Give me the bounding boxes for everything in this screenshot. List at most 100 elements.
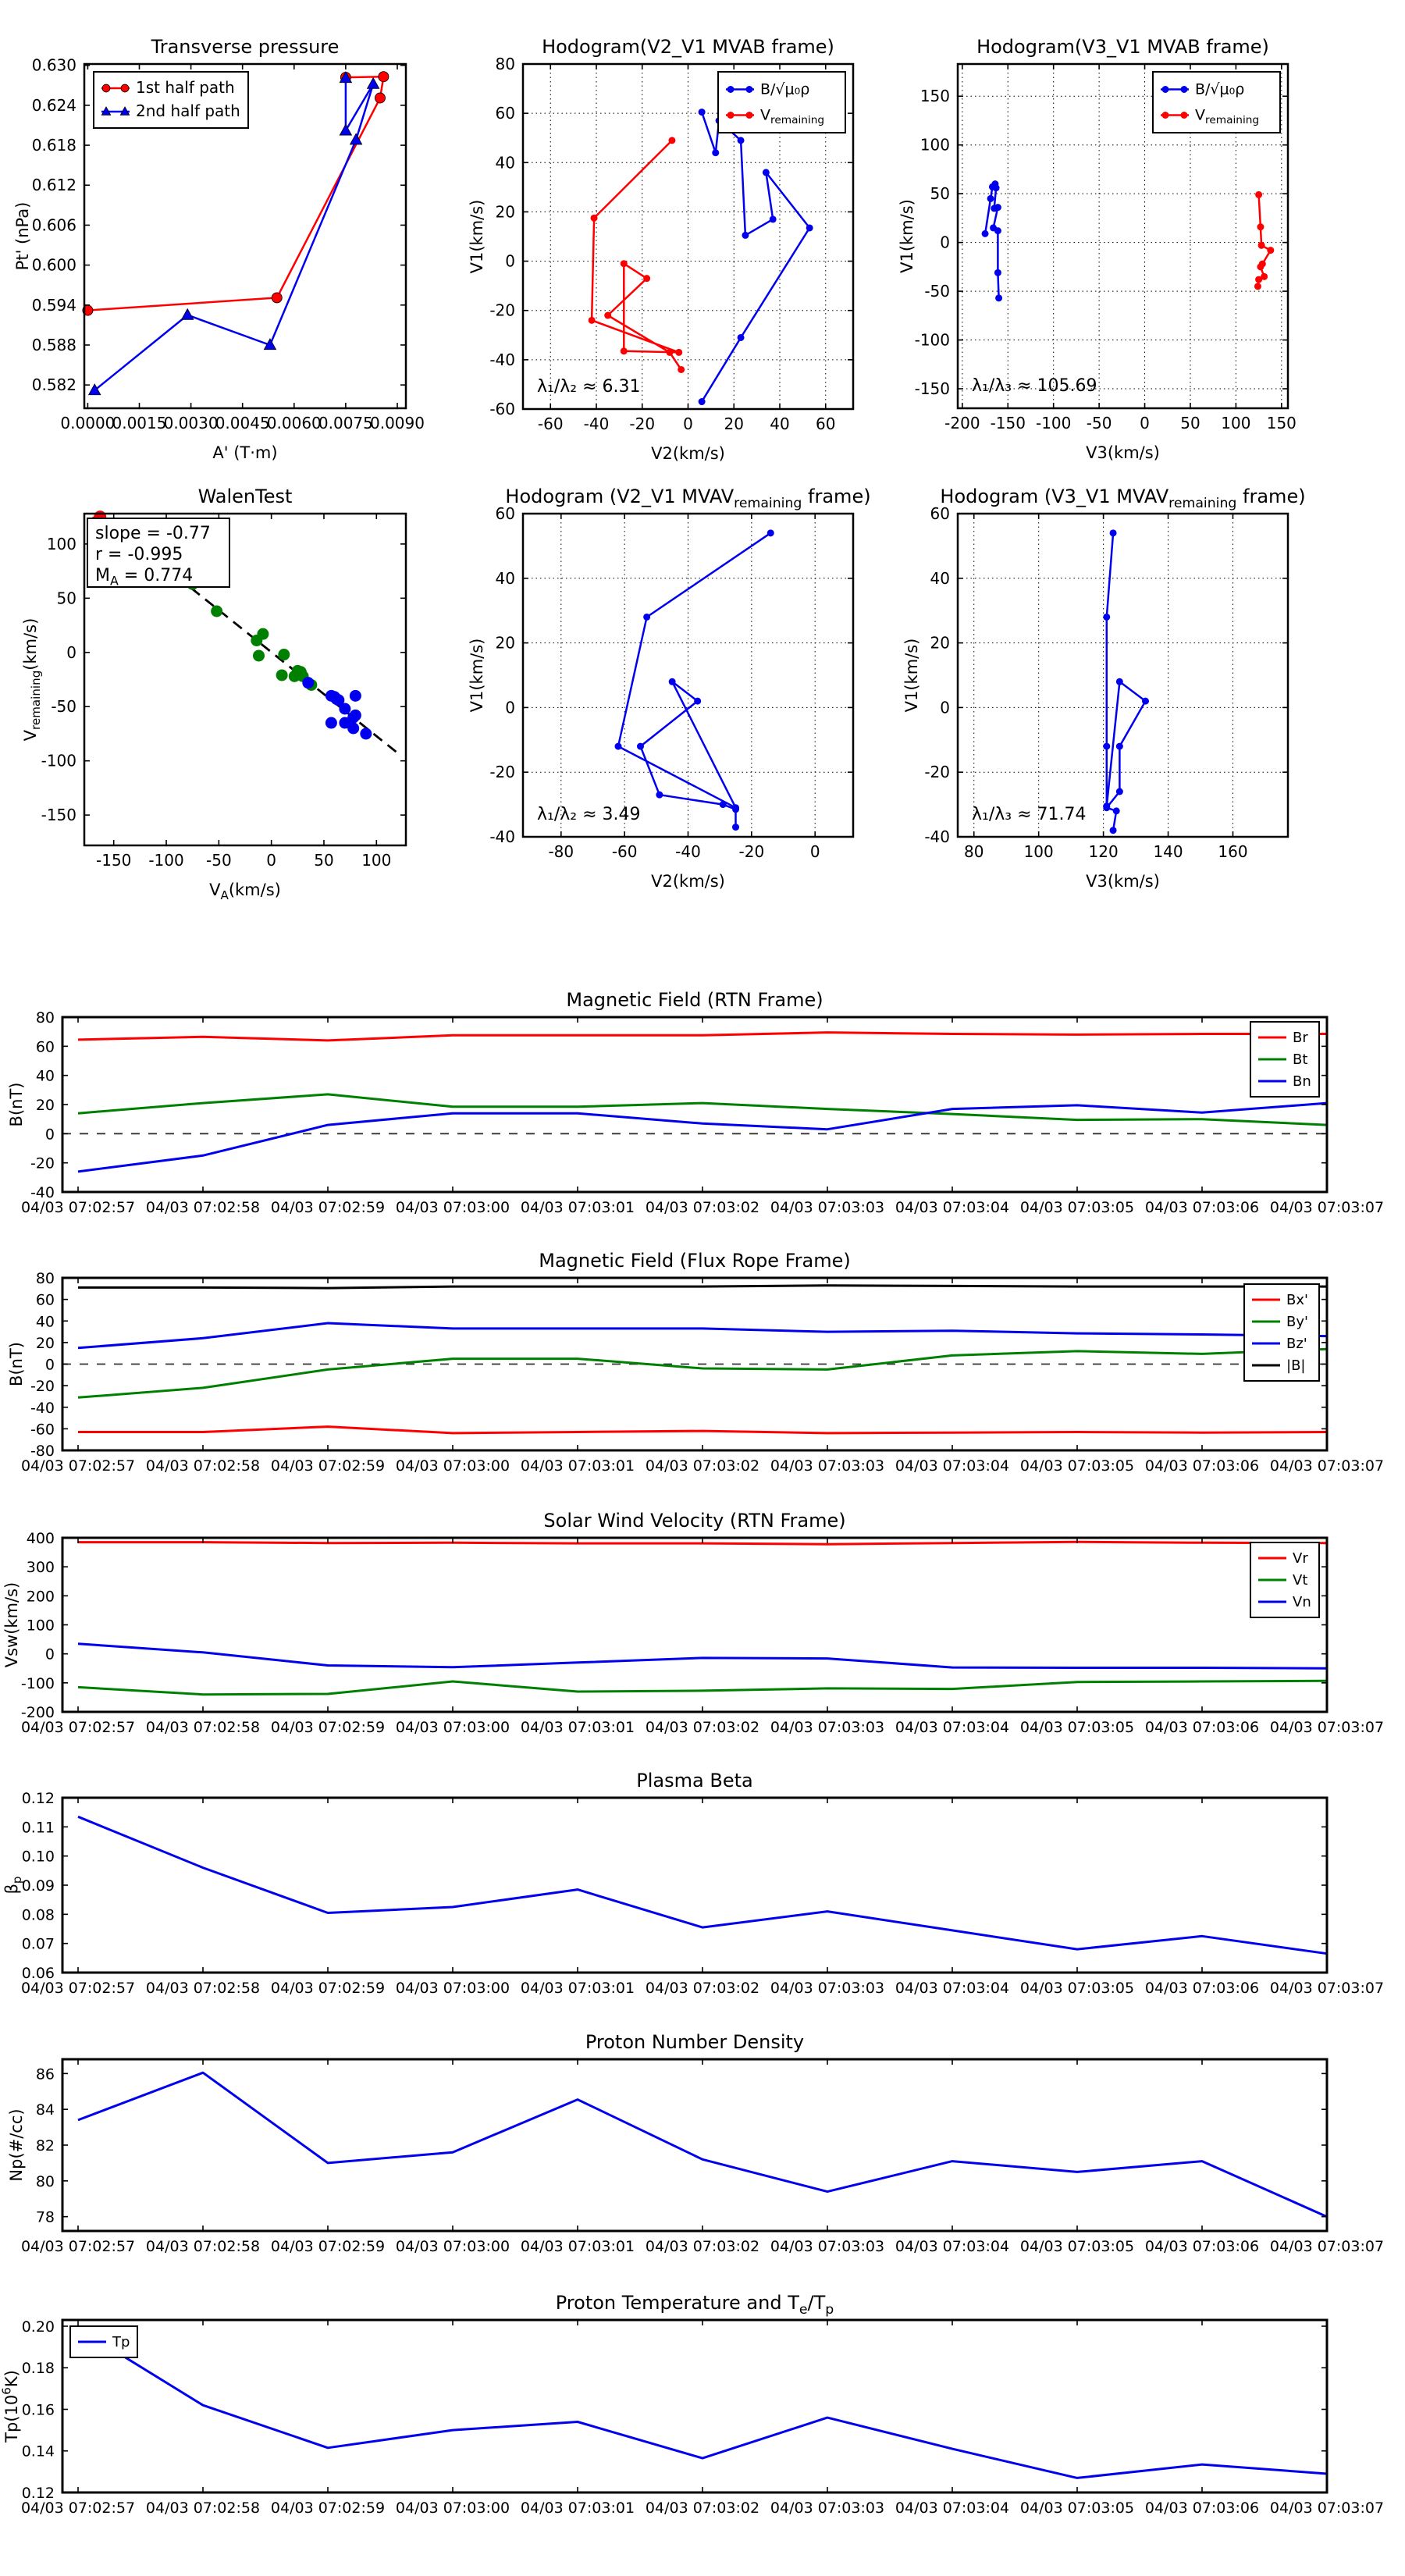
x-tick-label: 0 [266, 851, 276, 870]
y-tick-label: 0.630 [32, 56, 76, 75]
mf-rtn-svg: 04/03 07:02:57 04/03 07:02:58 04/03 07:02:… [7, 989, 1384, 1216]
series-Tp [77, 2327, 1328, 2479]
vsw-rtn-svg: 04/03 07:02:57 04/03 07:02:58 04/03 07:02:… [2, 1510, 1384, 1736]
y-tick-label: 0.06 [22, 1965, 55, 1982]
point-marker [767, 529, 774, 537]
point-marker [762, 169, 770, 176]
plot-title: Hodogram (V3_V1 MVAVremaining frame) [940, 486, 1305, 511]
point-marker [675, 348, 683, 356]
x-tick-label: 04/03 07:02:57 [21, 1457, 135, 1475]
legend-label: Vremaining [760, 107, 824, 127]
x-tick-label: -100 [148, 851, 183, 870]
x-tick-label: 04/03 07:03:00 [396, 2500, 510, 2517]
x-tick-label: -200 [944, 414, 980, 432]
point-marker [1115, 678, 1123, 685]
y-tick-label: -50 [924, 282, 950, 301]
scatter-first-half [211, 605, 223, 617]
plot-magnetic-field-fluxrope: 04/03 07:02:57 04/03 07:02:58 04/03 07:02:… [7, 1250, 1384, 1475]
plot-hodogram-v3v1-mvav: 80 100 120 140 160 -40 -20 0 20 40 60 Hodogram (V3_… [902, 486, 1306, 891]
point-marker [1161, 86, 1169, 93]
plot-plasma-beta: 04/03 07:02:57 04/03 07:02:58 04/03 07:02:… [2, 1770, 1384, 1997]
x-tick-label: 04/03 07:03:04 [895, 1719, 1009, 1736]
x-tick-label: 04/03 07:03:04 [895, 1457, 1009, 1475]
y-axis-label: V1(km/s) [468, 200, 486, 274]
x-tick-label: -50 [1087, 414, 1112, 432]
series-Np [77, 2071, 1328, 2218]
legend-label: Br [1293, 1030, 1308, 1046]
x-tick-label: 04/03 07:03:00 [396, 1980, 510, 1997]
y-tick-label: 20 [496, 202, 515, 221]
scatter-second-half [347, 722, 360, 735]
annotation: slope = -0.77 r = -0.995 MA = 0.774 [87, 518, 230, 588]
x-tick-label: 04/03 07:02:58 [146, 1980, 260, 1997]
point-marker [992, 184, 1000, 192]
x-tick-label: 04/03 07:02:58 [146, 1199, 260, 1216]
x-tick-label: 04/03 07:02:59 [271, 1719, 385, 1736]
y-tick-label: -100 [915, 331, 950, 350]
point-marker [1180, 86, 1188, 93]
x-tick-label: 100 [1024, 842, 1054, 861]
point-marker [1103, 804, 1111, 812]
point-marker [732, 806, 740, 813]
y-tick-label: 0.09 [22, 1877, 55, 1895]
y-tick-label: -40 [30, 1400, 55, 1417]
y-axis-label: B(nT) [7, 1083, 26, 1127]
x-tick-label: 04/03 07:03:05 [1020, 2238, 1134, 2255]
x-tick-label: -20 [739, 842, 765, 861]
y-tick-label: 40 [36, 1068, 55, 1085]
point-marker [742, 231, 749, 239]
plot-hodogram-v2v1-mvab: -60 -40 -20 0 20 40 60 -60 -40 -20 0 20 40 60 80 Hodogr… [468, 36, 855, 463]
point-marker [666, 348, 674, 356]
x-tick-label: -150 [96, 851, 131, 870]
scatter-first-half [257, 628, 269, 640]
x-tick-label: 04/03 07:03:02 [646, 2238, 759, 2255]
point-marker [987, 194, 994, 202]
x-tick-label: 04/03 07:03:00 [396, 1719, 510, 1736]
x-tick-label: 04/03 07:03:00 [396, 1457, 510, 1475]
point-marker [727, 112, 735, 119]
x-tick-label: 04/03 07:03:06 [1145, 1719, 1259, 1736]
x-tick-label: 04/03 07:03:04 [895, 1199, 1009, 1216]
x-tick-label: 0.0060 [267, 414, 322, 432]
x-axis-label: V2(km/s) [651, 444, 725, 463]
annotation-text: r = -0.995 [95, 545, 183, 564]
plot-title: Magnetic Field (Flux Rope Frame) [539, 1250, 850, 1272]
y-tick-label: 0.12 [22, 1790, 55, 1807]
x-tick-label: 04/03 07:03:07 [1270, 1980, 1384, 1997]
x-tick-label: 04/03 07:03:03 [770, 1719, 884, 1736]
x-tick-label: 04/03 07:03:02 [646, 1457, 759, 1475]
x-tick-label: 40 [770, 415, 789, 433]
plot-solar-wind-velocity: 04/03 07:02:57 04/03 07:02:58 04/03 07:02:… [2, 1510, 1384, 1736]
point-marker [995, 294, 1003, 302]
point-marker [712, 149, 720, 157]
x-axis-label: VA(km/s) [209, 881, 281, 902]
y-tick-label: 0.612 [32, 176, 76, 194]
point-marker [1257, 223, 1264, 231]
point-marker [732, 824, 740, 831]
y-axis-label: V1(km/s) [468, 639, 486, 713]
y-tick-label: 0.11 [22, 1819, 55, 1836]
y-tick-label: 80 [496, 55, 515, 73]
x-tick-label: 04/03 07:03:07 [1270, 2238, 1384, 2255]
series-B-alfven [700, 112, 811, 403]
point-marker [620, 347, 628, 355]
plot-magnetic-field-rtn: 04/03 07:02:57 04/03 07:02:58 04/03 07:02:… [7, 989, 1384, 1216]
y-tick-label: 300 [27, 1559, 55, 1576]
x-tick-label: 0.0045 [215, 414, 270, 432]
y-tick-label: 0.16 [22, 2401, 55, 2418]
point-marker [806, 224, 813, 232]
point-marker [636, 742, 644, 750]
x-tick-label: 04/03 07:03:04 [895, 1980, 1009, 1997]
point-marker [590, 214, 598, 222]
x-tick-label: 04/03 07:03:02 [646, 1199, 759, 1216]
point-marker [1109, 529, 1117, 537]
x-tick-label: -80 [548, 842, 574, 861]
plot-title: Solar Wind Velocity (RTN Frame) [543, 1510, 845, 1532]
scatter-second-half [360, 728, 372, 740]
x-tick-label: 04/03 07:03:00 [396, 1199, 510, 1216]
x-tick-label: 04/03 07:03:02 [646, 1719, 759, 1736]
x-tick-label: -60 [538, 415, 564, 433]
y-tick-label: -40 [30, 1184, 55, 1201]
point-marker [643, 613, 651, 621]
plasma-beta-svg: 04/03 07:02:57 04/03 07:02:58 04/03 07:02:… [2, 1770, 1384, 1997]
